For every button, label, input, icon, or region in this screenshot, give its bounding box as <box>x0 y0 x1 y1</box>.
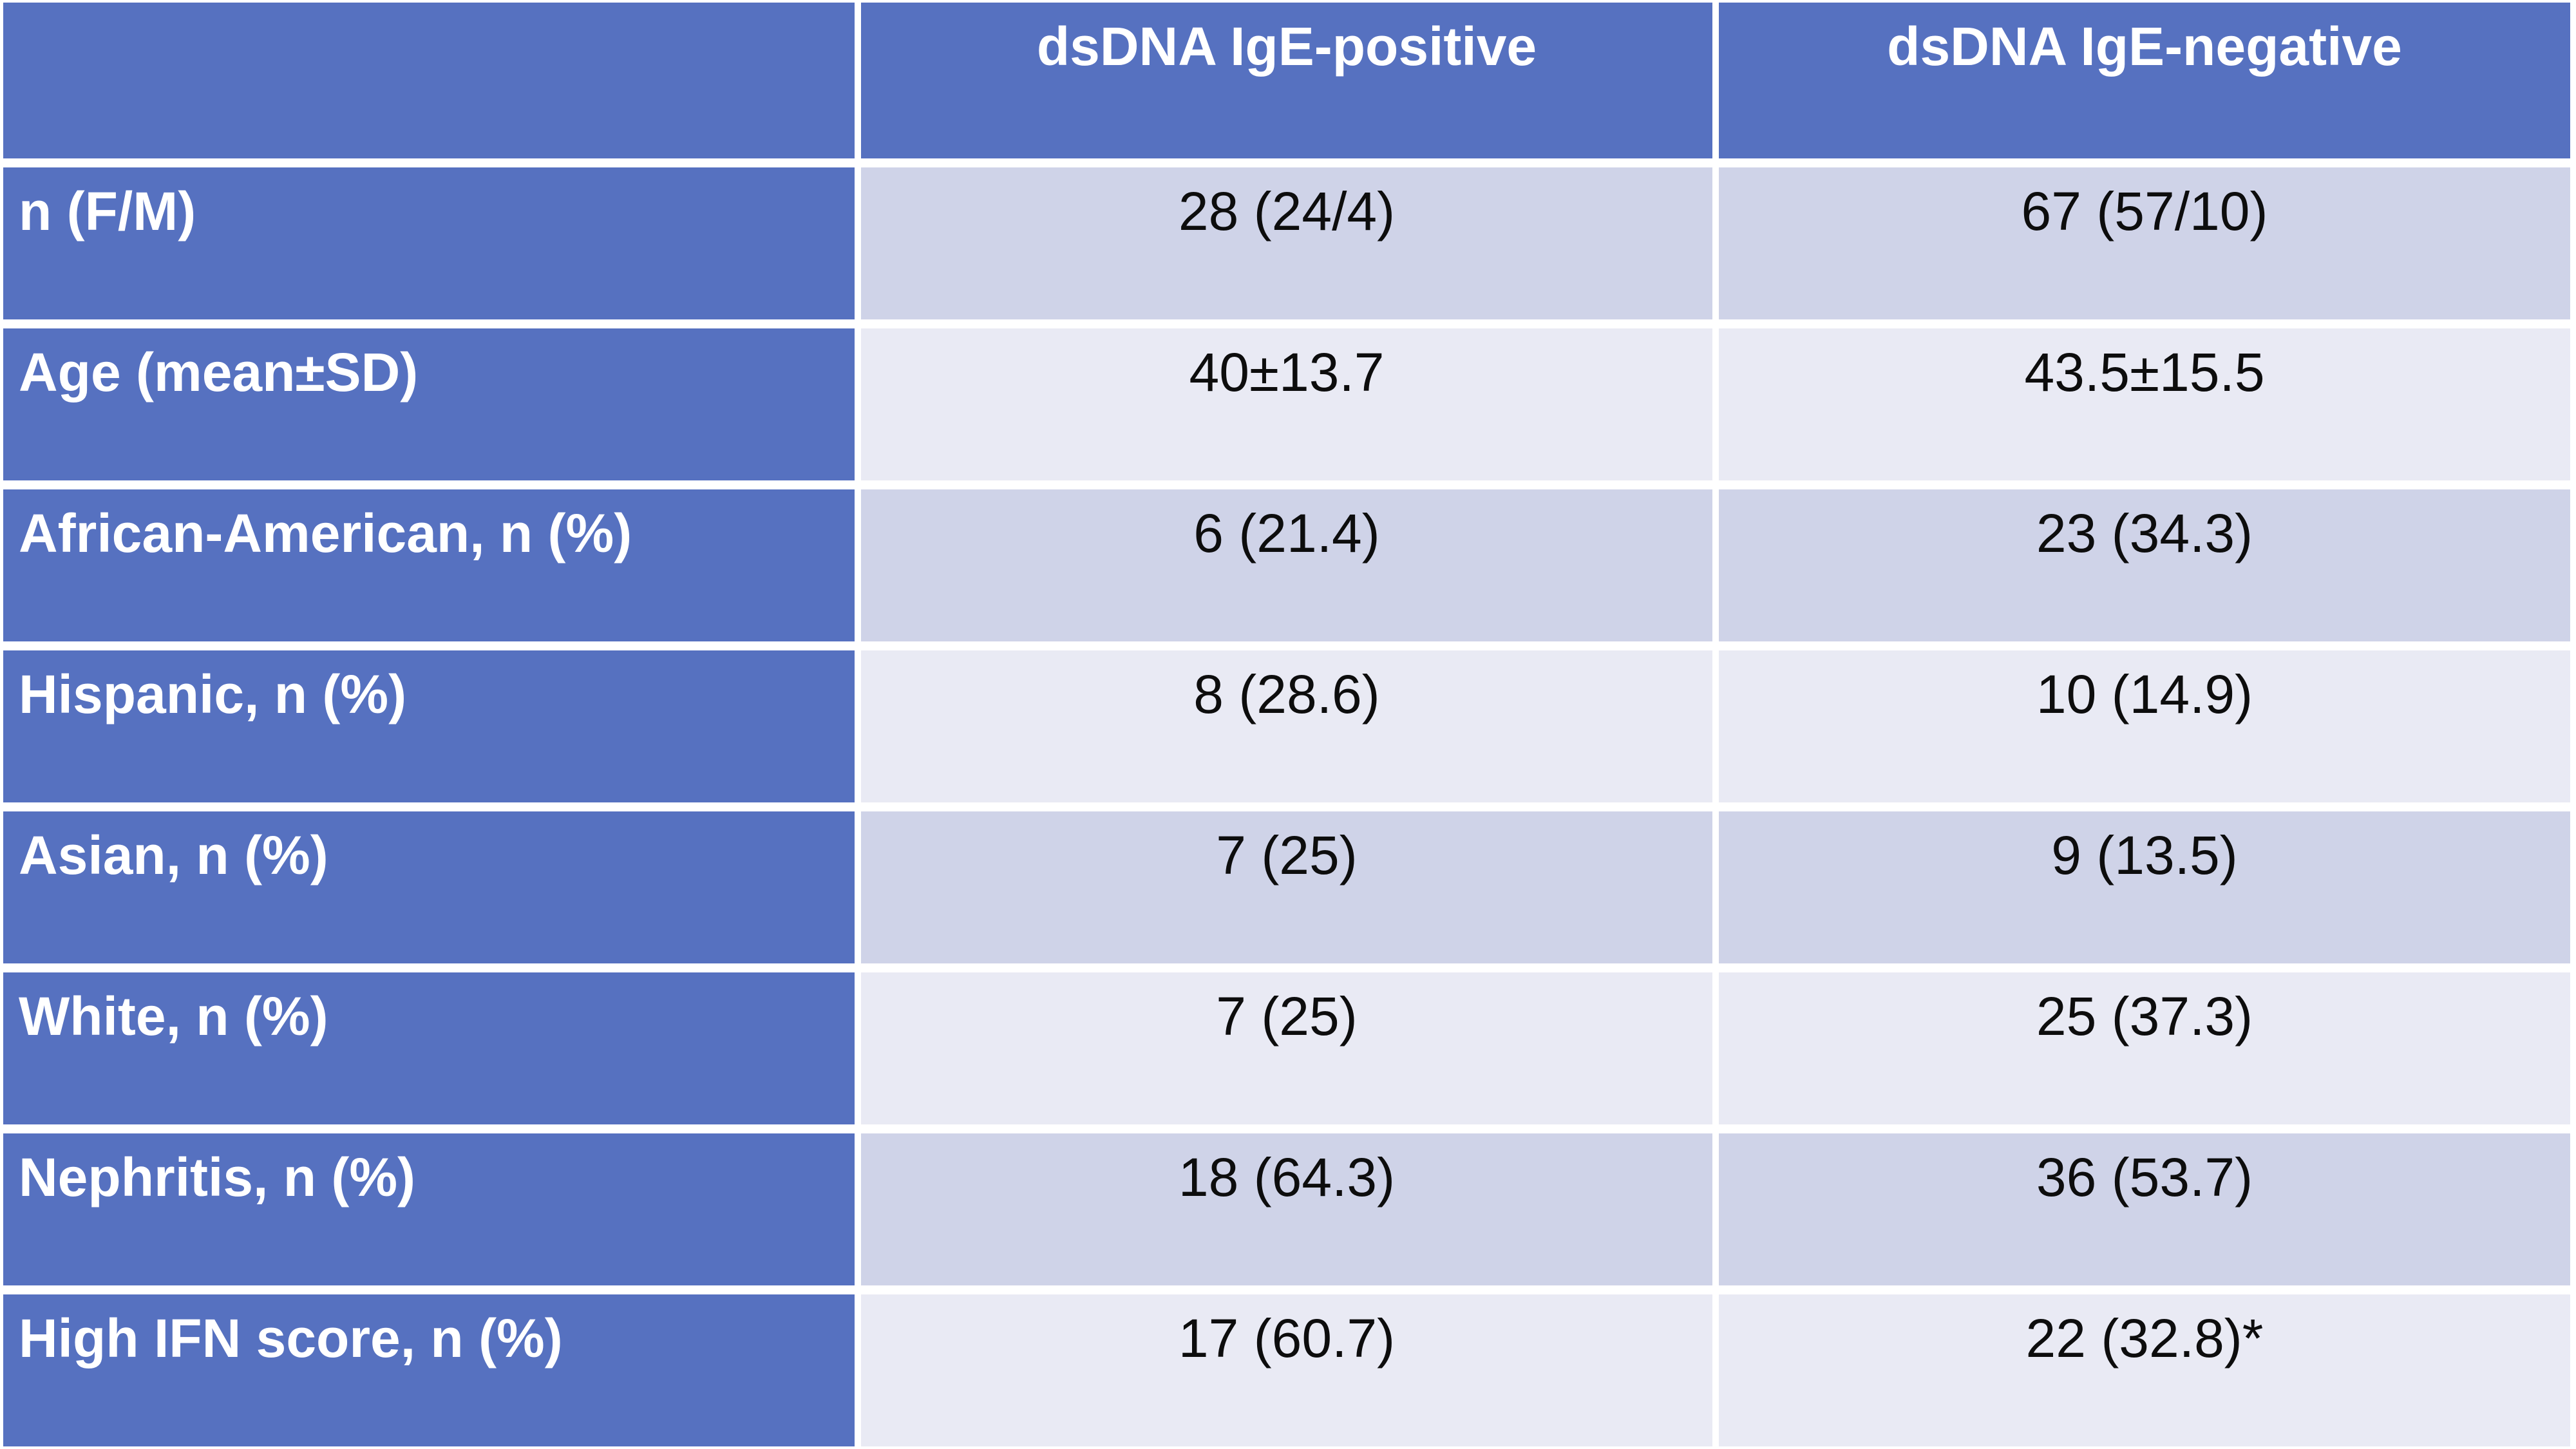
cell-nephritis-negative: 36 (53.7) <box>1719 1133 2570 1285</box>
row-label-nephritis: Nephritis, n (%) <box>3 1133 855 1285</box>
row-label-n-fm: n (F/M) <box>3 167 855 319</box>
demographics-table: dsDNA IgE-positive dsDNA IgE-negative n … <box>3 3 2570 1446</box>
cell-hispanic-positive: 8 (28.6) <box>861 650 1712 802</box>
row-label-high-ifn-score: High IFN score, n (%) <box>3 1294 855 1446</box>
column-header-ige-negative: dsDNA IgE-negative <box>1719 3 2570 158</box>
cell-n-fm-positive: 28 (24/4) <box>861 167 1712 319</box>
row-label-hispanic: Hispanic, n (%) <box>3 650 855 802</box>
cell-white-positive: 7 (25) <box>861 972 1712 1124</box>
row-label-age: Age (mean±SD) <box>3 328 855 480</box>
cell-age-positive: 40±13.7 <box>861 328 1712 480</box>
row-label-african-american: African-American, n (%) <box>3 489 855 641</box>
row-label-asian: Asian, n (%) <box>3 811 855 963</box>
cell-nephritis-positive: 18 (64.3) <box>861 1133 1712 1285</box>
corner-cell <box>3 3 855 158</box>
cell-high-ifn-score-positive: 17 (60.7) <box>861 1294 1712 1446</box>
cell-asian-negative: 9 (13.5) <box>1719 811 2570 963</box>
cell-african-american-positive: 6 (21.4) <box>861 489 1712 641</box>
cell-white-negative: 25 (37.3) <box>1719 972 2570 1124</box>
cell-age-negative: 43.5±15.5 <box>1719 328 2570 480</box>
cell-asian-positive: 7 (25) <box>861 811 1712 963</box>
cell-high-ifn-score-negative: 22 (32.8)* <box>1719 1294 2570 1446</box>
column-header-ige-positive: dsDNA IgE-positive <box>861 3 1712 158</box>
cell-african-american-negative: 23 (34.3) <box>1719 489 2570 641</box>
cell-n-fm-negative: 67 (57/10) <box>1719 167 2570 319</box>
row-label-white: White, n (%) <box>3 972 855 1124</box>
cell-hispanic-negative: 10 (14.9) <box>1719 650 2570 802</box>
